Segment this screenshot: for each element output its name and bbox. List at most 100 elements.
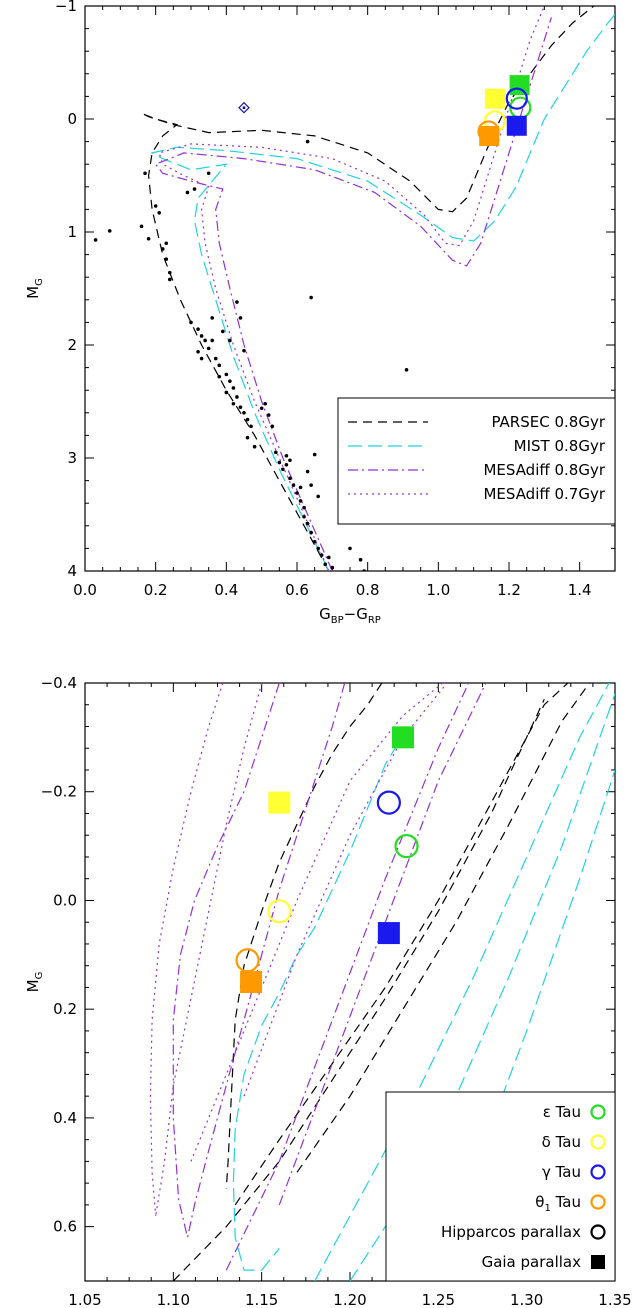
y-tick-label: 4: [67, 562, 77, 580]
isochrone-line: [225, 683, 470, 1271]
x-tick-label: 1.0: [426, 581, 450, 599]
cluster-star-point: [358, 557, 363, 562]
legend-text: Gaia parallax: [482, 1253, 582, 1271]
x-tick-label: 1.20: [333, 1291, 366, 1308]
cluster-star-point: [168, 270, 172, 275]
legend-label: Hipparcos parallax: [441, 1223, 581, 1241]
y-tick-label: 3: [67, 449, 77, 467]
legend-box: [337, 397, 616, 525]
cluster-star-point: [228, 338, 232, 343]
cluster-star-point: [302, 514, 306, 519]
cluster-star-point: [362, 569, 366, 571]
cluster-star-point: [238, 405, 243, 409]
cluster-star-point: [295, 491, 299, 495]
isochrone-line: [234, 683, 569, 1206]
cluster-star-point: [266, 413, 271, 417]
cluster-star-point: [139, 224, 144, 229]
data-area: [93, 6, 615, 571]
cluster-star-point: [196, 327, 200, 331]
x-tick-label: 0.8: [356, 581, 380, 599]
x-tick-label: 0.2: [144, 581, 168, 599]
legend-greek: γ: [542, 1163, 551, 1181]
x-tick-label: 0.6: [285, 581, 309, 599]
legend-circle-marker: [590, 1164, 606, 1180]
cluster-star-point: [210, 316, 214, 320]
legend-text: Tau: [551, 1163, 581, 1181]
isochrone-line: [243, 683, 448, 1097]
legend-label: θ1 Tau: [535, 1193, 581, 1214]
legend-label: MESAdiff 0.8Gyr: [483, 461, 605, 479]
cluster-star-point: [231, 401, 236, 406]
cluster-star-point: [288, 458, 292, 463]
legend-text: Tau: [551, 1193, 581, 1211]
cluster-star-point: [309, 295, 313, 300]
cluster-star-point: [305, 139, 310, 144]
cluster-star-point: [164, 241, 169, 246]
cluster-star-point: [224, 390, 229, 395]
x-tick-label: 1.2: [497, 581, 521, 599]
cluster-star-point: [153, 204, 158, 208]
cluster-star-point: [224, 372, 229, 377]
isochrone-line: [158, 6, 545, 571]
cluster-star-point: [217, 374, 222, 379]
isochrone-line: [154, 17, 552, 571]
isochrone-line: [172, 699, 545, 1281]
cluster-star-point: [284, 462, 289, 467]
x-tick-label: 1.10: [157, 1291, 190, 1308]
cluster-star-point: [228, 379, 232, 383]
legend-label: MIST 0.8Gyr: [514, 437, 606, 455]
legend-label: ε Tau: [543, 1103, 581, 1121]
cluster-star-point: [203, 338, 207, 343]
isochrone-line: [296, 683, 591, 1173]
cluster-star-point: [291, 483, 296, 487]
x-label-sub: RP: [368, 615, 381, 626]
cluster-star-point: [312, 452, 317, 457]
diamond-center: [242, 106, 246, 110]
cluster-star-point: [305, 521, 310, 526]
cluster-star-point: [210, 338, 214, 343]
cluster-star-point: [309, 530, 313, 535]
y-axis-label: MG: [24, 278, 45, 299]
hipparcos-circle-marker: [376, 790, 401, 815]
diamond-marker: [238, 101, 250, 114]
cluster-star-point: [199, 356, 204, 361]
isochrone-line: [150, 13, 615, 571]
cluster-star-point: [277, 460, 282, 465]
cluster-star-point: [146, 236, 151, 241]
cluster-star-point: [157, 210, 161, 215]
cluster-star-point: [327, 555, 331, 560]
gaia-square-marker: [509, 75, 530, 96]
y-axis-label: MG: [24, 972, 45, 993]
cluster-star-point: [196, 349, 200, 354]
y-tick-label: 2: [67, 336, 77, 354]
cluster-star-point: [274, 450, 278, 455]
gaia-square-marker: [506, 115, 527, 136]
legend-circle-marker: [590, 1224, 606, 1240]
y-tick-label: 0: [67, 110, 77, 128]
cluster-star-point: [93, 238, 98, 242]
hipparcos-circle-marker: [394, 833, 419, 859]
legend-label: γ Tau: [542, 1163, 581, 1181]
cluster-star-point: [199, 334, 204, 338]
cluster-star-point: [330, 565, 335, 570]
hipparcos-circle-marker: [235, 948, 260, 973]
legend-label: MESAdiff 0.7Gyr: [483, 485, 605, 503]
x-tick-label: 1.05: [68, 1291, 101, 1308]
legend-text: Hipparcos parallax: [441, 1223, 581, 1241]
isochrone-line: [232, 726, 409, 1271]
cluster-star-point: [221, 329, 225, 334]
gaia-square-marker: [240, 971, 263, 993]
x-tick-label: 0.4: [214, 581, 238, 599]
isochrone-line: [314, 683, 610, 1281]
cluster-star-point: [107, 229, 112, 233]
legend-circle-marker: [590, 1134, 606, 1150]
cluster-star-point: [235, 395, 239, 399]
cluster-star-point: [242, 411, 246, 415]
cluster-star-point: [164, 257, 169, 261]
x-label-sub: BP: [331, 615, 344, 626]
cluster-star-point: [206, 171, 211, 176]
cluster-star-point: [192, 187, 197, 191]
x-tick-label: 1.30: [510, 1291, 543, 1308]
y-label-main: M: [24, 979, 42, 992]
